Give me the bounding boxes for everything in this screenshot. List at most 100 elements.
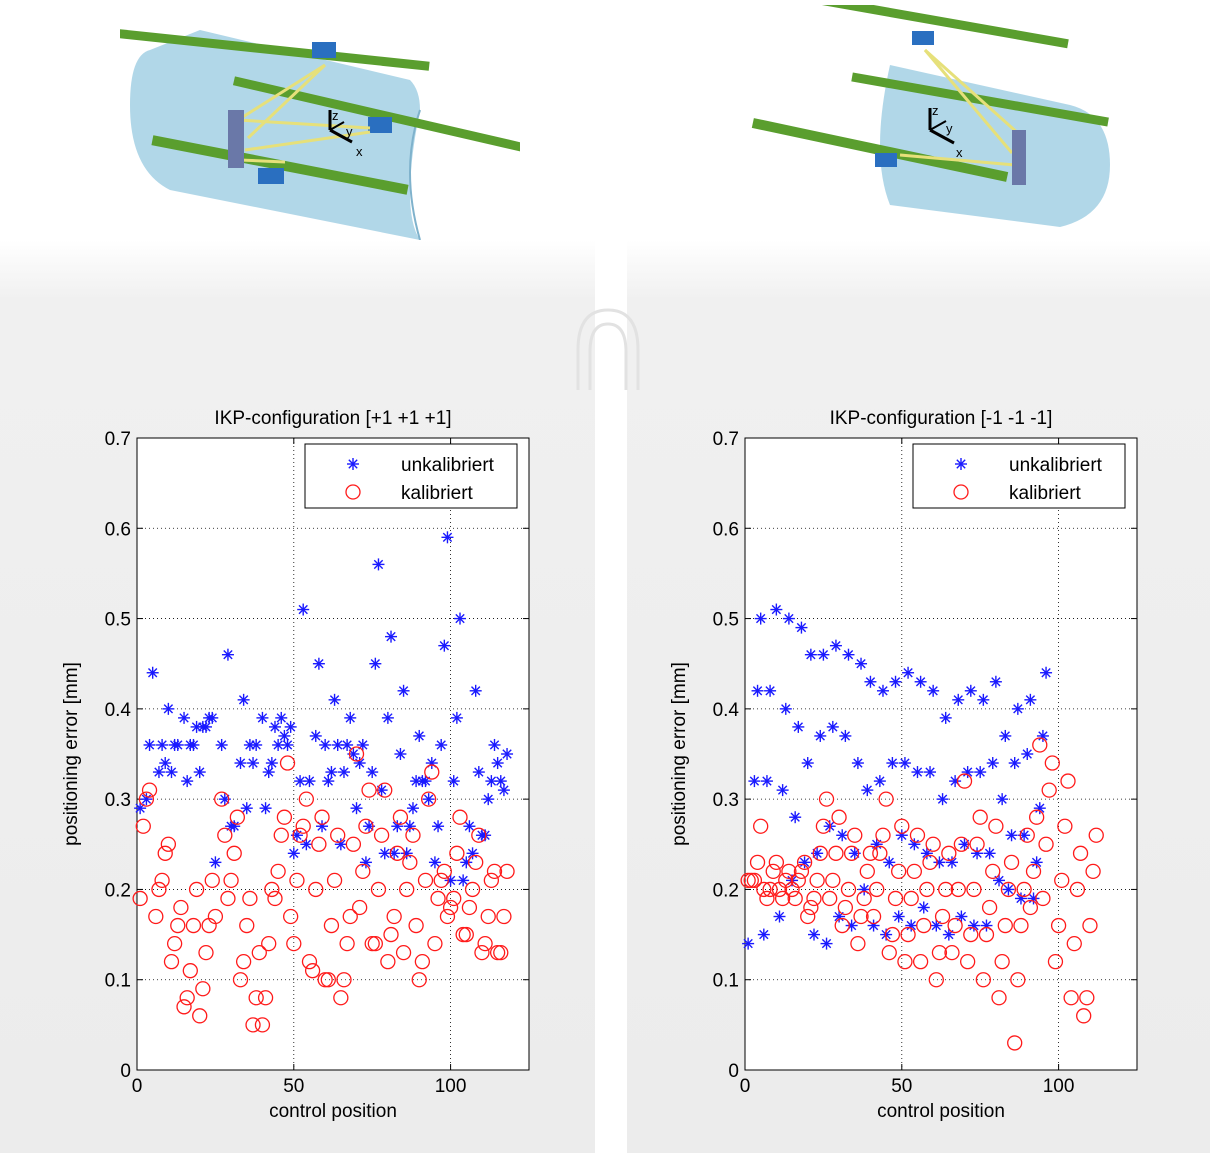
y-axis-label: positioning error [mm] — [669, 662, 690, 846]
data-point-kalibriert — [420, 791, 437, 807]
data-point-kalibriert — [239, 917, 255, 934]
data-point-kalibriert — [317, 972, 333, 988]
data-point-unkalibriert — [836, 829, 849, 842]
data-point-kalibriert — [449, 845, 465, 861]
data-point-unkalibriert — [977, 693, 990, 706]
data-point-unkalibriert — [1030, 856, 1043, 869]
data-point-kalibriert — [740, 872, 756, 889]
x-tick-label: 0 — [132, 1076, 143, 1097]
data-point-kalibriert — [471, 827, 487, 843]
data-point-kalibriert — [916, 917, 932, 934]
data-point-kalibriert — [436, 863, 452, 880]
data-point-unkalibriert — [792, 720, 805, 733]
data-point-kalibriert — [825, 872, 841, 889]
axis-y-label-right: y — [946, 121, 953, 136]
data-point-kalibriert — [828, 845, 844, 861]
x-axis-label: control position — [877, 1101, 1005, 1122]
data-point-unkalibriert — [171, 738, 184, 751]
data-point-unkalibriert — [466, 847, 479, 860]
data-point-kalibriert — [389, 845, 405, 861]
data-point-kalibriert — [408, 917, 424, 934]
data-point-kalibriert — [267, 890, 283, 907]
data-point-unkalibriert — [754, 612, 767, 625]
data-point-kalibriert — [834, 917, 850, 934]
data-point-kalibriert — [897, 954, 913, 970]
data-point-kalibriert — [941, 845, 957, 861]
data-point-unkalibriert — [757, 928, 770, 941]
data-point-unkalibriert — [798, 856, 811, 869]
data-point-kalibriert — [355, 863, 371, 880]
data-point-kalibriert — [430, 890, 446, 907]
y-tick-label: 0.5 — [105, 610, 131, 631]
data-point-kalibriert — [1032, 737, 1048, 753]
legend-marker-unkalibriert — [347, 458, 359, 470]
data-point-kalibriert — [800, 908, 816, 925]
data-point-kalibriert — [1035, 890, 1051, 907]
data-point-unkalibriert — [999, 729, 1012, 742]
data-point-unkalibriert — [303, 775, 316, 788]
x-axis-label: control position — [269, 1101, 397, 1122]
data-point-kalibriert — [154, 872, 170, 889]
data-point-unkalibriert — [259, 802, 272, 815]
data-point-kalibriert — [947, 917, 963, 934]
data-point-unkalibriert — [447, 775, 460, 788]
data-point-kalibriert — [759, 890, 775, 907]
data-point-kalibriert — [345, 836, 362, 852]
data-point-kalibriert — [966, 881, 982, 898]
data-point-unkalibriert — [855, 657, 868, 670]
data-point-unkalibriert — [501, 748, 514, 760]
data-point-unkalibriert — [193, 766, 206, 779]
data-point-unkalibriert — [152, 766, 165, 779]
data-point-kalibriert — [480, 908, 496, 925]
data-point-unkalibriert — [353, 757, 366, 770]
data-point-kalibriert — [452, 809, 468, 825]
data-point-kalibriert — [963, 926, 979, 943]
data-point-kalibriert — [270, 863, 286, 880]
data-point-kalibriert — [424, 764, 440, 780]
data-point-unkalibriert — [902, 666, 915, 679]
data-point-unkalibriert — [770, 603, 783, 616]
data-point-kalibriert — [323, 917, 340, 934]
data-point-kalibriert — [192, 1008, 208, 1024]
data-point-kalibriert — [185, 917, 202, 934]
data-point-kalibriert — [257, 990, 274, 1006]
data-point-kalibriert — [392, 809, 409, 825]
y-tick-label: 0.7 — [105, 429, 131, 450]
data-point-kalibriert — [909, 827, 926, 843]
data-point-unkalibriert — [917, 901, 930, 914]
data-point-unkalibriert — [742, 937, 755, 950]
data-point-kalibriert — [151, 881, 167, 898]
data-point-unkalibriert — [967, 919, 980, 932]
data-point-unkalibriert — [319, 738, 332, 751]
data-point-kalibriert — [204, 872, 220, 889]
data-point-kalibriert — [414, 954, 431, 970]
legend-label: kalibriert — [1009, 483, 1082, 504]
data-point-kalibriert — [279, 755, 296, 771]
data-point-unkalibriert — [256, 711, 269, 724]
data-point-kalibriert — [173, 899, 189, 916]
data-point-unkalibriert — [914, 675, 927, 688]
y-tick-label: 0.1 — [105, 971, 131, 992]
data-point-unkalibriert — [422, 793, 435, 806]
data-point-unkalibriert — [328, 693, 341, 706]
data-point-unkalibriert — [760, 775, 773, 788]
x-tick-label: 0 — [740, 1076, 751, 1097]
data-point-kalibriert — [881, 944, 897, 961]
data-point-unkalibriert — [491, 757, 504, 770]
data-point-kalibriert — [251, 944, 267, 961]
data-point-unkalibriert — [243, 738, 256, 751]
data-point-kalibriert — [837, 899, 854, 916]
data-point-kalibriert — [207, 908, 224, 925]
data-point-kalibriert — [179, 990, 195, 1006]
data-point-kalibriert — [840, 881, 857, 898]
data-point-unkalibriert — [952, 693, 965, 706]
data-point-kalibriert — [245, 1017, 261, 1033]
data-point-kalibriert — [806, 890, 822, 907]
data-point-unkalibriert — [1011, 702, 1024, 715]
data-point-kalibriert — [283, 908, 299, 925]
data-point-unkalibriert — [1014, 892, 1027, 905]
data-point-unkalibriert — [764, 684, 777, 697]
data-point-unkalibriert — [181, 775, 194, 788]
data-point-unkalibriert — [986, 757, 999, 770]
data-point-unkalibriert — [281, 738, 294, 751]
